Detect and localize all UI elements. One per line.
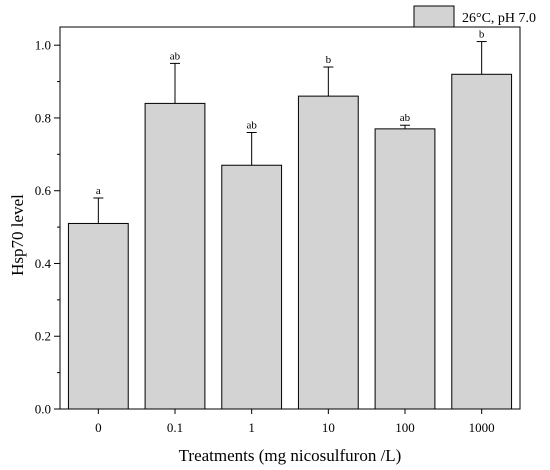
x-tick-label: 0 [95, 420, 102, 435]
significance-label: b [479, 29, 485, 41]
x-axis-title: Treatments (mg nicosulfuron /L) [179, 446, 402, 465]
legend-swatch [413, 5, 455, 28]
x-tick-label: 0.1 [167, 420, 183, 435]
bar [221, 164, 283, 410]
y-tick-label: 0.0 [35, 402, 51, 417]
significance-label: a [96, 185, 101, 197]
legend-entry: 26°C, pH 7.0 [462, 11, 536, 26]
x-tick-label: 100 [395, 420, 415, 435]
plot-area: 0.0 0.2 0.4 0.6 0.8 1.0 a 0 ab 0.1 ab 1 b 10 ab 100 b 100… [35, 26, 521, 435]
y-tick-label: 0.6 [35, 183, 52, 198]
y-axis-title: Hsp70 level [8, 194, 27, 276]
bar [297, 95, 359, 410]
x-tick-label: 10 [322, 420, 335, 435]
bar [144, 102, 206, 410]
y-tick-label: 1.0 [35, 38, 51, 53]
y-tick-label: 0.8 [35, 110, 51, 125]
significance-label: ab [246, 120, 257, 132]
bar [451, 73, 513, 410]
x-tick-label: 1 [248, 420, 255, 435]
x-tick-label: 1000 [469, 420, 495, 435]
y-tick-label: 0.2 [35, 329, 51, 344]
bar [67, 222, 129, 410]
legend: 26°C, pH 7.0 [413, 5, 536, 28]
significance-label: b [326, 54, 332, 66]
bar [374, 128, 436, 410]
y-tick-label: 0.4 [35, 256, 52, 271]
plot-frame [59, 26, 521, 410]
significance-label: ab [400, 112, 411, 124]
significance-label: ab [170, 50, 181, 62]
